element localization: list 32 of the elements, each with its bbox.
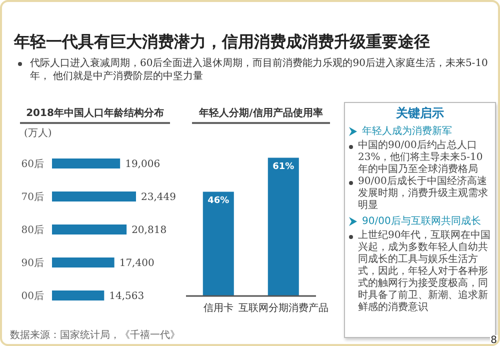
text: (万人) — [24, 127, 52, 140]
text: 90/00后成长于中国经济高速发展时期，消费升级主观需求明显 — [357, 176, 489, 212]
chart-title: 年轻人分期/信用产品使用率 — [192, 106, 330, 124]
x-tick-label: 信用卡 — [204, 302, 234, 314]
bar — [52, 224, 127, 235]
data-label: 17,400 — [119, 258, 154, 270]
text: 年轻一代具有巨大消费潜力，信用消费成消费升级重要途径 — [14, 32, 430, 53]
text: 上世纪90年代，互联网在中国兴起，成为多数年轻人自幼共同成长的工具与娱乐生活方式，因此，年轻人对于各种形式的触网行为接受度极高，同时具备了前卫、新潮、追求新鲜感的消费意识 — [357, 230, 491, 314]
y-tick-label: 90后 — [21, 257, 44, 270]
x-tick-label: 互联网分期消费产品 — [238, 302, 328, 314]
bar — [52, 258, 114, 268]
text: 8 — [490, 335, 498, 346]
data-label: 20,818 — [132, 225, 167, 236]
text: 关键启示 — [394, 105, 445, 122]
source-note: 数据来源：国家统计局，《千禧一代》 — [10, 328, 180, 342]
data-label: 19,006 — [125, 159, 160, 170]
data-label: 14,563 — [109, 291, 144, 302]
y-tick-label: 60后 — [21, 158, 44, 170]
text: 中国的90/00后约占总人口23%，他们将主导未来5-10年的中国乃至全球消费格局 — [357, 140, 484, 176]
data-label: 61% — [272, 162, 294, 172]
text: 90/00后与互联网共同成长 — [362, 214, 481, 228]
chart-title: 2018年中国人口年龄结构分布 — [20, 106, 170, 124]
y-tick-label: 00后 — [21, 290, 44, 302]
bar — [52, 158, 120, 169]
data-label: 46% — [208, 196, 230, 206]
text: 年轻人成为消费新军 — [362, 124, 452, 138]
y-tick-label: 70后 — [21, 191, 44, 204]
y-tick-label: 80后 — [21, 224, 44, 236]
data-label: 23,449 — [141, 192, 176, 204]
text: 代际人口进入衰减周期，60后全面进入退休周期，而目前消费能力乐观的90后进入家庭生活，未来5-10年， 他们就是中产消费阶层的中坚力量 — [29, 57, 489, 83]
bar — [52, 290, 104, 301]
bar — [52, 192, 136, 202]
